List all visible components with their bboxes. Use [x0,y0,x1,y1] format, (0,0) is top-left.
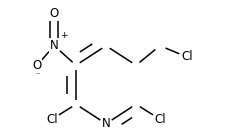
Text: N: N [101,117,110,130]
Text: O: O [49,7,59,20]
Text: O: O [32,59,41,72]
Text: Cl: Cl [153,113,165,126]
Text: ⁻: ⁻ [35,71,40,80]
Text: +: + [60,31,68,40]
Text: Cl: Cl [46,113,57,126]
Text: N: N [50,39,58,52]
Text: Cl: Cl [180,51,192,63]
